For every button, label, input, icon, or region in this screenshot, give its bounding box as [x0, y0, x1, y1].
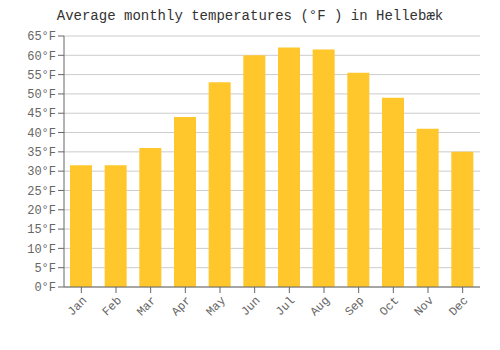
svg-text:10°F: 10°F	[27, 243, 56, 257]
svg-text:May: May	[204, 294, 229, 319]
svg-text:45°F: 45°F	[27, 107, 56, 121]
svg-text:5°F: 5°F	[34, 262, 56, 276]
svg-text:Nov: Nov	[412, 294, 437, 319]
svg-text:60°F: 60°F	[27, 50, 56, 64]
svg-text:50°F: 50°F	[27, 88, 56, 102]
svg-text:30°F: 30°F	[27, 165, 56, 179]
svg-text:25°F: 25°F	[27, 185, 56, 199]
svg-text:55°F: 55°F	[27, 69, 56, 83]
svg-text:Oct: Oct	[377, 294, 402, 319]
svg-text:Mar: Mar	[134, 294, 159, 319]
svg-text:0°F: 0°F	[34, 281, 56, 295]
svg-text:Sep: Sep	[342, 294, 367, 319]
svg-text:Jun: Jun	[238, 294, 263, 319]
svg-text:35°F: 35°F	[27, 146, 56, 160]
svg-text:15°F: 15°F	[27, 223, 56, 237]
svg-text:Jul: Jul	[273, 294, 298, 319]
svg-text:65°F: 65°F	[27, 30, 56, 44]
html-text:Average monthly temperatures (: Average monthly temperatures (°F ) in He…	[56, 8, 444, 24]
svg-text:Dec: Dec	[446, 294, 471, 319]
svg-text:Jan: Jan	[65, 294, 90, 319]
svg-text:40°F: 40°F	[27, 127, 56, 141]
svg-text:Feb: Feb	[100, 294, 125, 319]
svg-text:Aug: Aug	[308, 294, 333, 319]
svg-text:20°F: 20°F	[27, 204, 56, 218]
svg-text:Apr: Apr	[169, 294, 194, 319]
